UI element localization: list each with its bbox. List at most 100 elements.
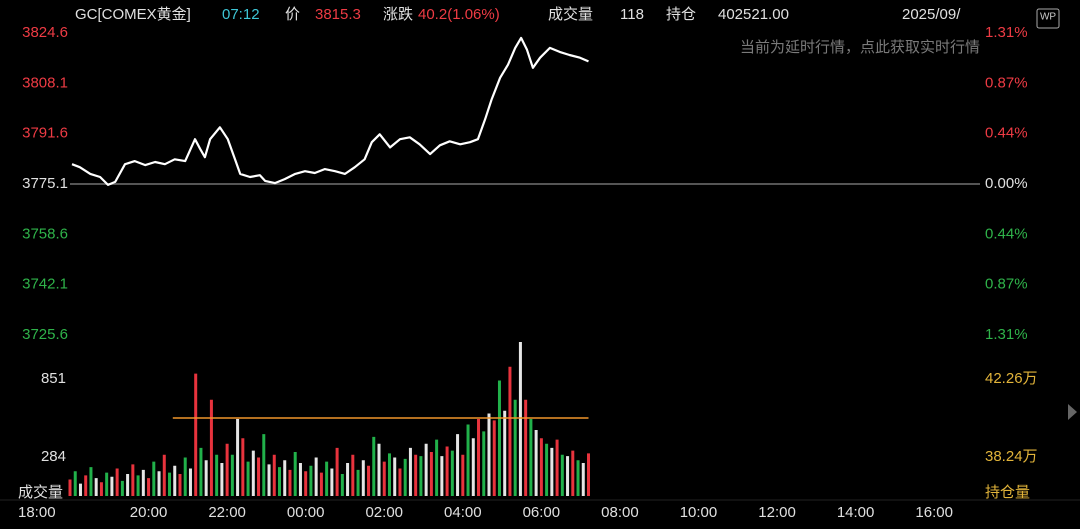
y2-tick-label: 0.44% bbox=[985, 226, 1028, 243]
price-line bbox=[71, 36, 589, 186]
volume-bar bbox=[168, 472, 172, 496]
volume-bar bbox=[461, 454, 465, 496]
y-tick-label: 3808.1 bbox=[22, 74, 68, 91]
volume-label: 成交量 bbox=[548, 5, 593, 23]
volume-bar bbox=[403, 458, 407, 496]
volume-bar bbox=[283, 460, 287, 496]
change-label: 涨跌 bbox=[383, 6, 413, 23]
y2-axis-label: 持仓量 bbox=[985, 484, 1030, 501]
oi-label: 持仓 bbox=[666, 6, 696, 23]
x-tick-label: 22:00 bbox=[208, 504, 246, 521]
volume-bar bbox=[73, 471, 77, 496]
volume-bar bbox=[587, 453, 591, 496]
time: 07:12 bbox=[222, 6, 260, 23]
volume-bar bbox=[346, 463, 350, 496]
volume-bar bbox=[99, 482, 103, 496]
volume-bar bbox=[508, 366, 512, 496]
volume-bar bbox=[482, 431, 486, 496]
volume-bar bbox=[435, 439, 439, 496]
expand-arrow[interactable] bbox=[1068, 404, 1077, 420]
volume-bar bbox=[84, 475, 88, 496]
volume-bar bbox=[581, 463, 585, 496]
volume-bar bbox=[445, 446, 449, 496]
volume-bar bbox=[377, 443, 381, 496]
x-tick-label: 10:00 bbox=[680, 504, 718, 521]
volume-bar bbox=[325, 461, 329, 496]
volume-bar bbox=[188, 468, 192, 496]
x-tick-label: 08:00 bbox=[601, 504, 639, 521]
volume-bar bbox=[524, 399, 528, 496]
volume-bar bbox=[387, 453, 391, 496]
volume-bar bbox=[545, 443, 549, 496]
volume-bar bbox=[314, 457, 318, 496]
volume-bar bbox=[209, 399, 213, 496]
y2-tick-label: 0.87% bbox=[985, 75, 1028, 92]
volume-bar bbox=[566, 456, 570, 496]
delay-notice[interactable]: 当前为延时行情，点此获取实时行情 bbox=[740, 39, 980, 56]
volume-bar bbox=[340, 474, 344, 496]
volume-bar bbox=[298, 463, 302, 496]
volume-bar bbox=[293, 452, 297, 496]
volume-bar bbox=[94, 478, 98, 496]
y-tick-label: 3758.6 bbox=[22, 225, 68, 242]
volume-bar bbox=[555, 439, 559, 496]
y-tick-label: 3791.6 bbox=[22, 125, 68, 142]
volume-bar bbox=[304, 471, 308, 496]
volume-bar bbox=[89, 467, 93, 496]
volume-bar bbox=[529, 419, 533, 496]
volume-bar bbox=[230, 454, 234, 496]
volume: 118 bbox=[620, 6, 644, 23]
volume-bar bbox=[105, 472, 109, 496]
volume-bar bbox=[68, 479, 72, 496]
volume-bar bbox=[497, 380, 501, 496]
y-tick-label: 3775.1 bbox=[22, 175, 68, 192]
x-tick-label: 02:00 bbox=[365, 504, 403, 521]
volume-bar bbox=[199, 447, 203, 496]
volume-bar bbox=[471, 438, 475, 496]
y2-tick-label: 0.44% bbox=[985, 124, 1028, 141]
volume-bar bbox=[257, 457, 261, 496]
volume-bar bbox=[246, 461, 250, 496]
volume-bar bbox=[319, 472, 323, 496]
volume-bar bbox=[204, 460, 208, 496]
volume-bar bbox=[152, 461, 156, 496]
x-tick-label: 12:00 bbox=[758, 504, 796, 521]
volume-bar bbox=[408, 447, 412, 496]
volume-bar bbox=[262, 434, 266, 496]
volume-bar bbox=[126, 474, 130, 496]
volume-bar bbox=[466, 424, 470, 496]
y2-tick-label: 0.00% bbox=[985, 175, 1028, 192]
x-tick-label: 16:00 bbox=[915, 504, 953, 521]
volume-bar bbox=[513, 399, 517, 496]
y2-tick-label: 0.87% bbox=[985, 275, 1028, 292]
volume-bar bbox=[183, 457, 187, 496]
volume-bar bbox=[288, 469, 292, 496]
x-tick-label: 18:00 bbox=[18, 504, 56, 521]
symbol: GC[COMEX黄金] bbox=[75, 6, 191, 23]
x-tick-label: 04:00 bbox=[444, 504, 482, 521]
volume-bar bbox=[351, 454, 355, 496]
volume-bar bbox=[429, 452, 433, 496]
x-tick-label: 14:00 bbox=[837, 504, 875, 521]
volume-bar bbox=[330, 468, 334, 496]
logo-box[interactable] bbox=[1036, 8, 1060, 29]
volume-bar bbox=[372, 436, 376, 496]
volume-bar bbox=[419, 456, 423, 496]
change: 40.2(1.06%) bbox=[418, 6, 500, 23]
y-tick-label: 3824.6 bbox=[22, 24, 68, 41]
volume-bar bbox=[236, 419, 240, 496]
y-tick-label: 3725.6 bbox=[22, 326, 68, 343]
volume-bar bbox=[576, 460, 580, 496]
volume-bar bbox=[225, 443, 229, 496]
volume-bar bbox=[450, 450, 454, 496]
y-tick-label: 3742.1 bbox=[22, 276, 68, 293]
y-axis-label: 成交量 bbox=[18, 483, 63, 501]
y-tick-label: 851 bbox=[41, 370, 66, 387]
x-tick-label: 06:00 bbox=[523, 504, 561, 521]
volume-bar bbox=[220, 463, 224, 496]
y-tick-label: 284 bbox=[41, 448, 66, 465]
volume-bar bbox=[534, 430, 538, 496]
volume-bar bbox=[487, 413, 491, 496]
price: 3815.3 bbox=[315, 6, 361, 23]
logo[interactable]: WP bbox=[1040, 12, 1056, 23]
